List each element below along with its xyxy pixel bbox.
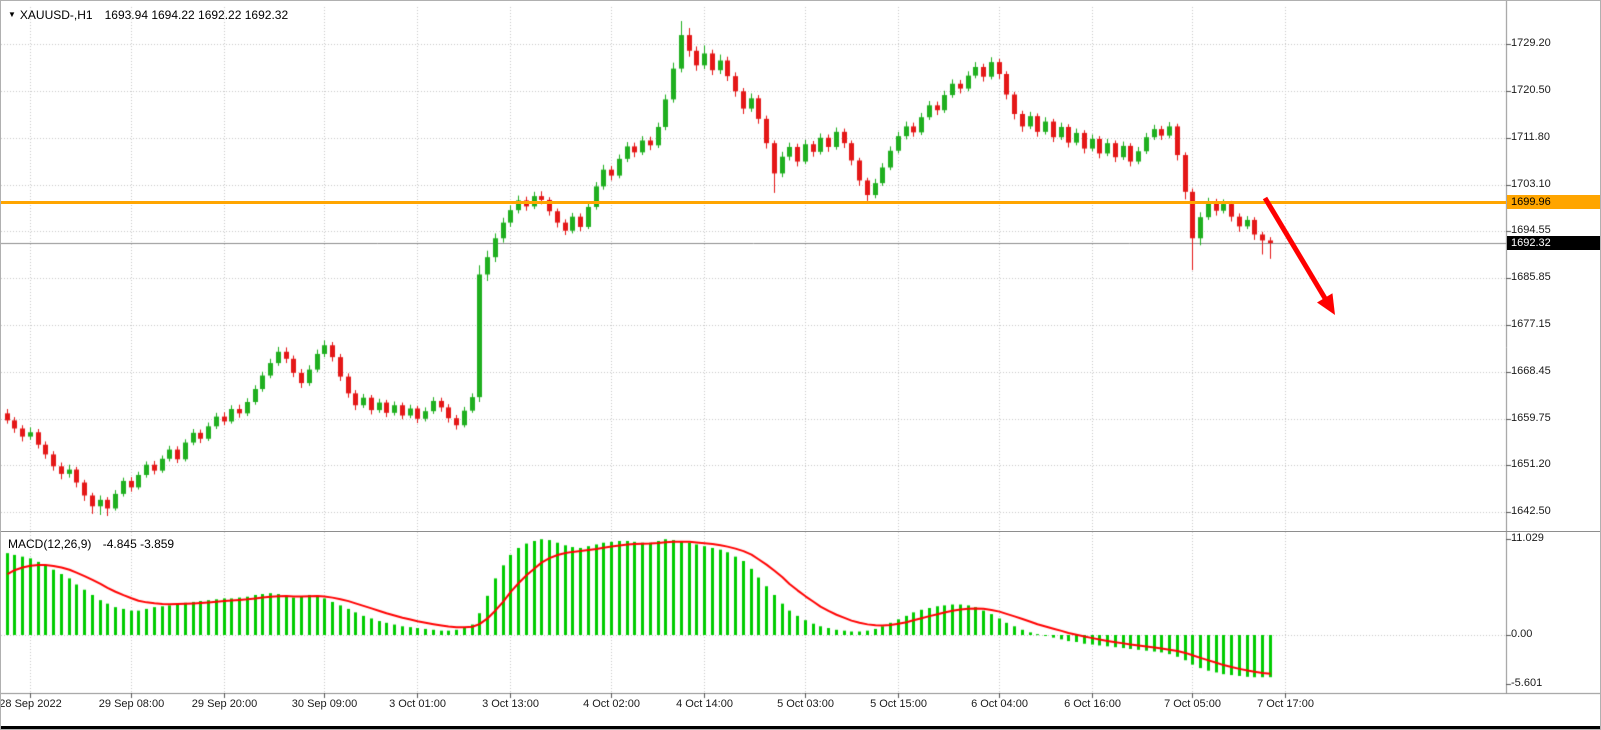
price-tick-label: 1729.20 xyxy=(1511,37,1551,49)
price-tick-label: 1694.55 xyxy=(1511,224,1551,236)
time-tick-label: 4 Oct 02:00 xyxy=(583,698,640,710)
price-tick-label: 1703.10 xyxy=(1511,178,1551,190)
time-tick-label: 3 Oct 01:00 xyxy=(389,698,446,710)
time-tick-label: 28 Sep 2022 xyxy=(0,698,62,710)
time-tick-label: 3 Oct 13:00 xyxy=(482,698,539,710)
price-tick-label: 1711.80 xyxy=(1511,131,1550,143)
ohlc-values-label: 1693.94 1694.22 1692.22 1692.32 xyxy=(104,8,289,22)
bid-price-badge: 1692.32 xyxy=(1507,236,1600,250)
time-tick-label: 30 Sep 09:00 xyxy=(291,698,358,710)
time-tick-label: 7 Oct 05:00 xyxy=(1164,698,1221,710)
macd-tick-label: 0.00 xyxy=(1511,628,1533,640)
window-bottom-edge xyxy=(1,726,1600,729)
price-tick-label: 1642.50 xyxy=(1511,505,1551,517)
time-tick-label: 4 Oct 14:00 xyxy=(676,698,733,710)
macd-name-label: MACD(12,26,9) xyxy=(8,537,92,551)
chart-header: ▼ XAUUSD-,H1 1693.94 1694.22 1692.22 169… xyxy=(8,8,288,22)
symbol-timeframe-label: XAUUSD-,H1 xyxy=(19,8,93,22)
price-tick-label: 1659.75 xyxy=(1511,412,1551,424)
time-tick-label: 6 Oct 04:00 xyxy=(971,698,1028,710)
time-tick-label: 6 Oct 16:00 xyxy=(1064,698,1121,710)
pane-resize-separator[interactable] xyxy=(1,531,1600,532)
price-tick-label: 1720.50 xyxy=(1511,84,1551,96)
macd-tick-label: 11.029 xyxy=(1511,532,1544,544)
price-tick-label: 1651.20 xyxy=(1511,458,1551,470)
time-tick-label: 7 Oct 17:00 xyxy=(1257,698,1314,710)
time-tick-label: 5 Oct 15:00 xyxy=(870,698,927,710)
horizontal-line-annotation[interactable] xyxy=(1,201,1506,204)
price-tick-label: 1677.15 xyxy=(1511,318,1551,330)
time-tick-label: 29 Sep 20:00 xyxy=(191,698,258,710)
macd-indicator-label: MACD(12,26,9) -4.845 -3.859 xyxy=(8,537,174,551)
price-tick-label: 1668.45 xyxy=(1511,365,1551,377)
macd-tick-label: -5.601 xyxy=(1511,677,1543,689)
macd-values-label: -4.845 -3.859 xyxy=(102,537,175,551)
time-tick-label: 29 Sep 08:00 xyxy=(98,698,165,710)
hline-price-badge: 1699.96 xyxy=(1507,195,1600,209)
symbol-marker-icon: ▼ xyxy=(8,10,16,19)
time-tick-label: 5 Oct 03:00 xyxy=(777,698,834,710)
price-tick-label: 1685.85 xyxy=(1511,271,1551,283)
